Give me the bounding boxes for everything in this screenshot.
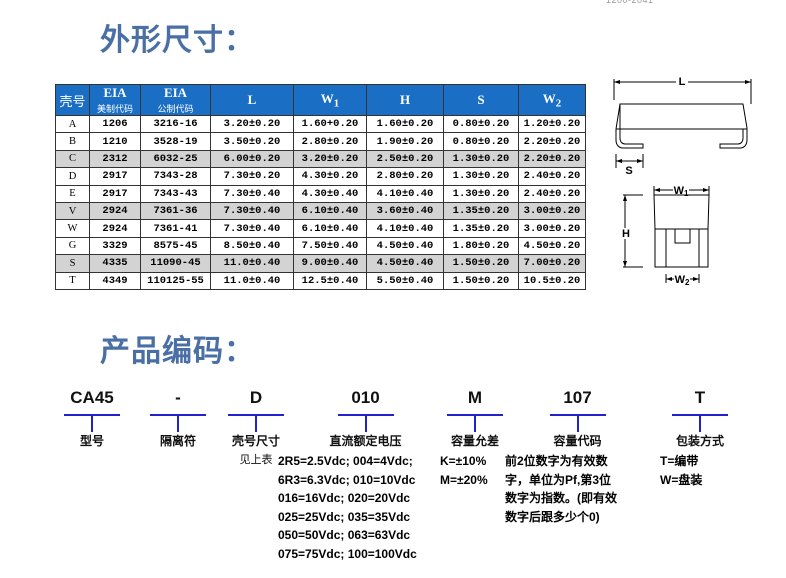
svg-text:L: L: [679, 76, 686, 88]
svg-text:S: S: [625, 165, 632, 177]
svg-text:H: H: [622, 228, 630, 240]
